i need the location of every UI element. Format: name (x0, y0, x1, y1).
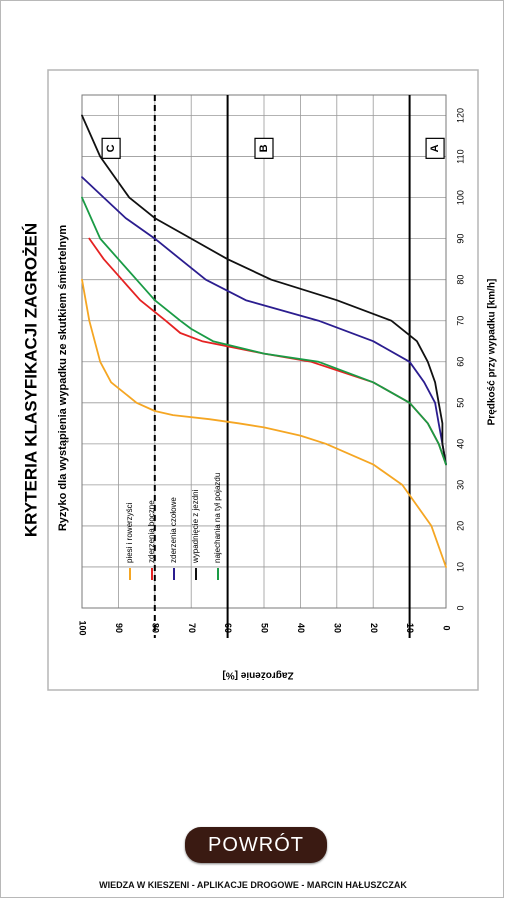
y-tick-label: 90 (114, 623, 124, 633)
x-axis-title: Prędkość przy wypadku [km/h] (487, 279, 498, 426)
zone-box (254, 137, 274, 159)
x-tick-label: 80 (455, 275, 465, 285)
x-tick-label: 10 (455, 562, 465, 572)
y-tick-label: 10 (405, 623, 415, 633)
x-tick-label: 60 (455, 357, 465, 367)
zone-box (425, 137, 445, 159)
plot-border (81, 94, 447, 609)
x-tick-label: 110 (455, 149, 465, 163)
y-tick-label: 50 (260, 623, 270, 633)
footer-credits: WIEDZA W KIESZENI - APLIKACJE DROGOWE - … (99, 880, 407, 890)
back-button[interactable]: POWRÓT (185, 827, 327, 863)
x-tick-label: 70 (455, 316, 465, 326)
y-tick-label: 80 (150, 623, 160, 633)
x-tick-label: 0 (455, 605, 465, 610)
zone-label: C (105, 144, 117, 152)
series-line (81, 114, 447, 466)
zone-label: A (429, 144, 441, 152)
x-tick-label: 100 (455, 190, 465, 205)
legend-label: zderzenia boczne (147, 500, 156, 563)
legend-label: najechania na tył pojazdu (213, 473, 222, 563)
legend-label: zderzenia czołowe (169, 497, 178, 563)
y-tick-label: 40 (296, 623, 306, 633)
x-tick-label: 30 (455, 480, 465, 490)
chart-subtitle: Ryzyko dla wystąpienia wypadku ze skutki… (57, 225, 69, 532)
y-tick-label: 70 (187, 623, 197, 633)
legend-label: piesi i rowerzyści (125, 502, 134, 563)
zone-box (101, 137, 121, 159)
y-tick-label: 100 (78, 620, 88, 635)
y-tick-label: 20 (369, 623, 379, 633)
y-tick-label: 0 (442, 625, 452, 630)
series-line (81, 278, 447, 568)
series-line (81, 196, 447, 466)
legend-label: wypadnięcie z jezdni (191, 489, 200, 564)
x-tick-label: 120 (455, 108, 465, 123)
y-tick-label: 30 (332, 623, 342, 633)
x-tick-label: 50 (455, 398, 465, 408)
chart-title: KRYTERIA KLASYFIKACJI ZAGROŻEŃ (21, 223, 40, 537)
x-tick-label: 40 (455, 439, 465, 449)
x-tick-label: 20 (455, 521, 465, 531)
series-line (81, 176, 447, 466)
zone-label: B (258, 144, 270, 152)
x-tick-label: 90 (455, 234, 465, 244)
y-tick-label: 60 (223, 623, 233, 633)
y-axis-title: Zagrożenie [%] (222, 669, 293, 680)
